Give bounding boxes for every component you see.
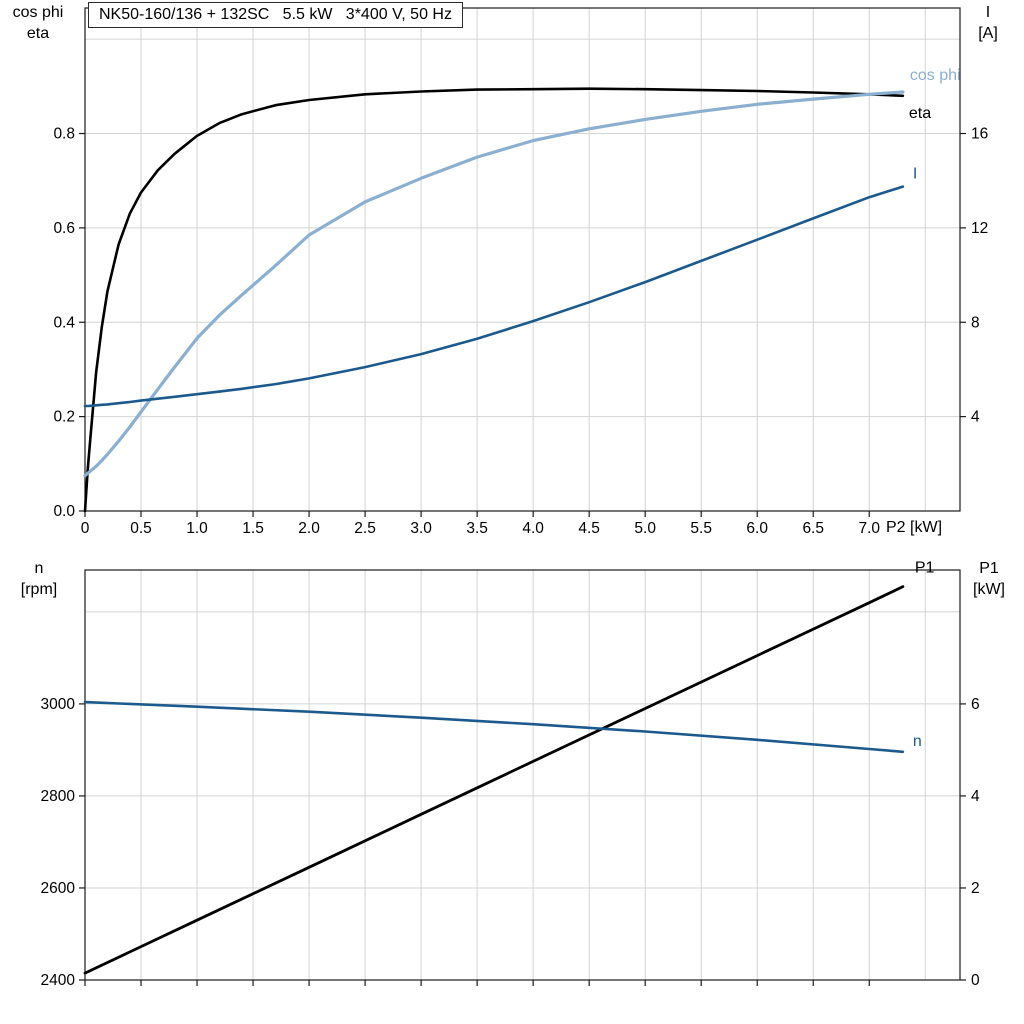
axis-label-p1: P1 [979,560,999,577]
axis-label-p1-unit: [kW] [973,581,1005,598]
series-cos-phi [83,90,905,478]
right-tick-label: 4 [971,409,980,426]
axis-label-current-unit: [A] [978,25,998,42]
left-tick-label: 2800 [41,788,76,805]
x-tick-label: 5.0 [634,520,656,537]
axis-label-eta: eta [26,25,50,42]
x-tick-label: 2.5 [354,520,376,537]
series-label-speed: n [913,733,922,750]
right-tick-label: 16 [971,126,988,143]
top-left-axis-header: cos phi eta [4,2,72,44]
x-tick-label: 4.5 [578,520,600,537]
left-tick-label: 0.2 [53,409,75,426]
right-tick-label: 8 [971,314,980,331]
x-tick-label: 0 [81,520,90,537]
bottom-right-axis-header: P1 [kW] [960,558,1018,600]
left-tick-label: 0.4 [53,314,75,331]
x-tick-label: 3.5 [466,520,488,537]
x-tick-label: 2.0 [298,520,320,537]
x-tick-label: 3.0 [410,520,432,537]
series-label-cos-phi: cos phi [910,67,961,84]
top-right-axis-header: I [A] [962,2,1014,44]
x-tick-label: 1.0 [186,520,208,537]
axis-label-current: I [985,4,991,21]
chart-title: NK50-160/136 + 132SC 5.5 kW 3*400 V, 50 … [88,2,463,28]
left-tick-label: 0.8 [53,126,75,143]
x-tick-label: 4.0 [522,520,544,537]
series-eta [83,87,905,513]
bottom-left-axis-header: n [rpm] [4,558,74,600]
left-tick-label: 2600 [41,880,76,897]
series-label-p1: P1 [915,560,935,577]
series-label-eta: eta [909,105,931,122]
left-tick-label: 0.6 [53,220,75,237]
x-axis-label: P2 [kW] [886,519,943,536]
x-tick-label: 5.5 [690,520,712,537]
left-tick-label: 2400 [41,972,76,989]
axis-label-speed-unit: [rpm] [20,581,58,598]
axis-label-speed: n [34,560,44,577]
series-p1 [83,585,905,975]
x-tick-label: 6.5 [802,520,824,537]
x-tick-label: 7.0 [858,520,880,537]
right-tick-label: 6 [971,696,980,713]
right-tick-label: 12 [971,220,988,237]
x-tick-label: 1.5 [242,520,264,537]
right-tick-label: 0 [971,972,980,989]
right-tick-label: 4 [971,788,980,805]
x-tick-label: 0.5 [130,520,152,537]
axis-label-cos-phi: cos phi [12,4,64,21]
plot-frame [84,569,961,981]
series-label-current: I [913,166,917,183]
left-tick-label: 0.0 [53,503,75,520]
x-tick-label: 6.0 [746,520,768,537]
series-current [83,185,905,408]
series-speed [83,700,905,754]
plot-frame [84,7,961,512]
left-tick-label: 3000 [41,696,76,713]
right-tick-label: 2 [971,880,980,897]
